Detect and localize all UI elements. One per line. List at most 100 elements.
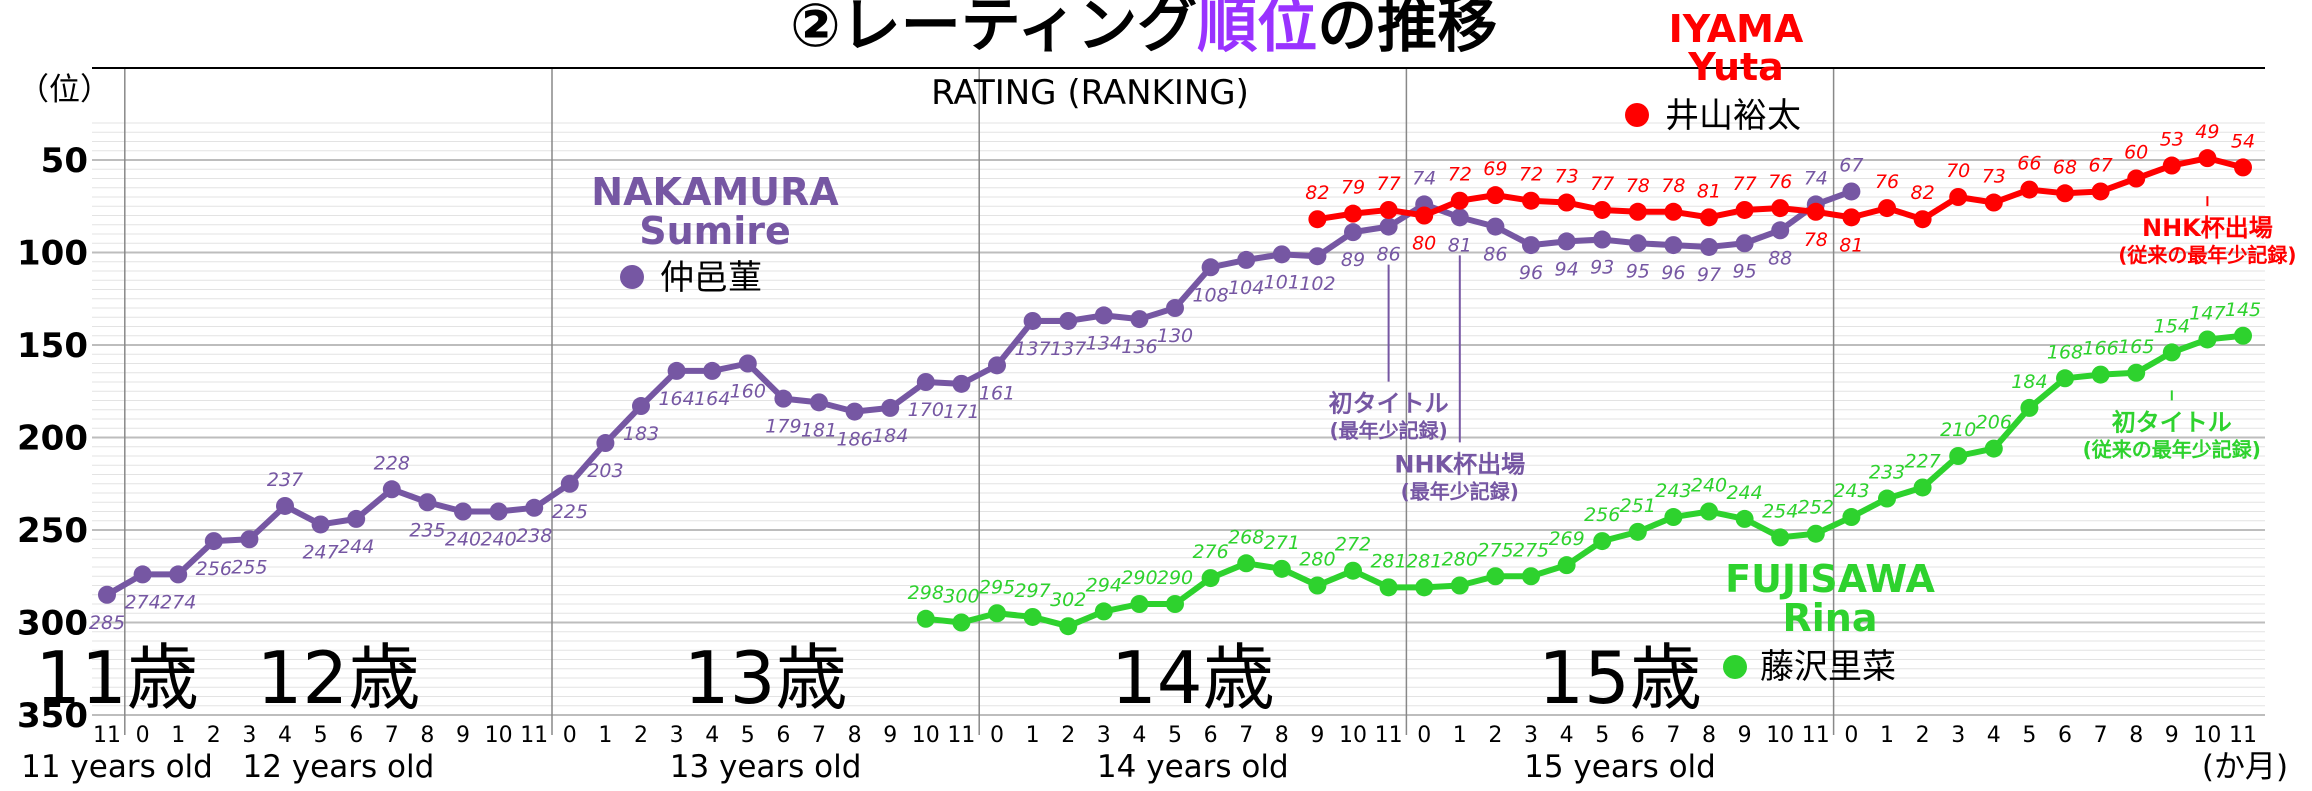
x-tick-label: 0 — [990, 723, 1004, 748]
x-tick-label: 8 — [2129, 723, 2143, 748]
data-label-nakamura: 88 — [1768, 247, 1792, 269]
data-point-fujisawa — [1913, 478, 1932, 497]
annotation-title: NHK杯出場 — [2142, 214, 2273, 242]
x-tick-label: 0 — [563, 723, 577, 748]
data-point-iyama — [1486, 186, 1505, 205]
data-label-fujisawa: 206 — [1976, 412, 2012, 434]
data-label-fujisawa: 297 — [1014, 580, 1050, 602]
data-label-fujisawa: 302 — [1050, 589, 1086, 611]
data-point-nakamura — [845, 402, 864, 421]
data-label-nakamura: 137 — [1014, 338, 1050, 360]
data-point-fujisawa — [1628, 522, 1647, 541]
data-label-nakamura: 74 — [1412, 167, 1436, 189]
x-axis-month-ticks: 11 0 1 2 3 4 5 6 7 8 9 10 11 0 1 2 3 4 5 6 7 8 9 10 11 0 1 2 3 4 5 6 7 8 9… — [93, 723, 2257, 748]
data-point-nakamura — [988, 356, 1006, 375]
data-point-nakamura — [1379, 217, 1398, 236]
annotation-note: (従来の最年少記録) — [2083, 437, 2261, 461]
data-point-fujisawa — [1201, 569, 1220, 588]
data-label-iyama: 78 — [1626, 175, 1650, 197]
chart-title: ②レーティング順位の推移 — [790, 0, 1497, 61]
data-point-fujisawa — [1878, 489, 1896, 508]
annotation-title: 初タイトル — [2112, 408, 2232, 436]
data-point-iyama — [2091, 182, 2110, 201]
data-point-nakamura — [1522, 236, 1540, 255]
x-tick-label: 5 — [2022, 723, 2036, 748]
data-point-iyama — [1984, 193, 2003, 212]
data-point-nakamura — [1023, 311, 1042, 330]
data-label-iyama: 76 — [1875, 171, 1899, 193]
data-label-nakamura: 93 — [1590, 257, 1614, 279]
data-label-fujisawa: 251 — [1620, 495, 1656, 517]
data-point-iyama — [1806, 202, 1825, 221]
data-label-nakamura: 89 — [1341, 249, 1365, 271]
data-point-fujisawa — [2020, 398, 2039, 417]
data-label-fujisawa: 154 — [2154, 315, 2190, 337]
data-label-iyama: 77 — [1377, 173, 1401, 195]
data-label-fujisawa: 281 — [1406, 550, 1442, 572]
year-dividers — [124, 68, 1835, 735]
data-label-nakamura: 161 — [979, 382, 1015, 404]
x-tick-label: 4 — [1132, 723, 1146, 748]
data-point-fujisawa — [2198, 330, 2217, 349]
data-label-nakamura: 97 — [1697, 264, 1721, 286]
data-label-nakamura: 244 — [338, 536, 374, 558]
data-point-fujisawa — [1308, 576, 1327, 595]
x-tick-label: 8 — [1702, 723, 1716, 748]
data-point-nakamura — [418, 493, 437, 512]
data-label-iyama: 76 — [1768, 171, 1792, 193]
data-point-fujisawa — [1272, 559, 1291, 578]
x-tick-label: 2 — [207, 723, 221, 748]
data-label-iyama: 69 — [1483, 158, 1507, 180]
age-label: 13歳 — [684, 636, 848, 720]
y-axis-ticks: 50 100 150 200 250 300 350 — [17, 141, 88, 736]
data-label-nakamura: 137 — [1050, 338, 1086, 360]
data-point-nakamura — [1486, 217, 1505, 236]
data-label-nakamura: 285 — [89, 612, 125, 634]
data-point-nakamura — [632, 397, 650, 416]
data-point-fujisawa — [1415, 578, 1434, 597]
data-point-fujisawa — [1700, 502, 1718, 521]
data-label-nakamura: 274 — [160, 591, 196, 613]
x-tick-label: 11 — [1802, 723, 1830, 748]
data-point-nakamura — [774, 389, 793, 408]
data-point-iyama — [1878, 199, 1896, 218]
data-label-nakamura: 86 — [1377, 244, 1401, 266]
data-point-nakamura — [1094, 306, 1113, 325]
data-label-nakamura: 228 — [374, 452, 410, 474]
x-tick-label: 8 — [1275, 723, 1289, 748]
data-label-fujisawa: 256 — [1584, 504, 1620, 526]
data-point-fujisawa — [1237, 554, 1256, 573]
data-point-iyama — [1771, 199, 1790, 218]
data-label-nakamura: 160 — [730, 381, 766, 403]
data-label-nakamura: 74 — [1804, 167, 1828, 189]
data-point-fujisawa — [1379, 578, 1398, 597]
data-point-fujisawa — [1450, 576, 1469, 595]
data-label-fujisawa: 290 — [1157, 567, 1193, 589]
x-unit-label: (か月) — [2202, 749, 2288, 785]
y-tick-label: 250 — [17, 511, 88, 551]
data-label-fujisawa: 295 — [979, 576, 1015, 598]
data-point-fujisawa — [2127, 363, 2146, 382]
x-tick-label: 1 — [1026, 723, 1040, 748]
data-label-nakamura: 134 — [1086, 332, 1122, 354]
x-tick-label: 2 — [1916, 723, 1930, 748]
data-label-fujisawa: 166 — [2082, 338, 2118, 360]
x-tick-label: 3 — [1524, 723, 1538, 748]
x-tick-label: 5 — [1168, 723, 1182, 748]
data-label-fujisawa: 290 — [1121, 567, 1157, 589]
x-tick-label: 10 — [485, 723, 513, 748]
data-point-iyama — [1308, 210, 1327, 229]
data-label-fujisawa: 165 — [2118, 336, 2154, 358]
data-label-nakamura: 164 — [658, 388, 694, 410]
data-point-nakamura — [1771, 221, 1790, 240]
age-label: 12歳 — [257, 636, 421, 720]
annotation-note: (最年少記録) — [1329, 419, 1447, 443]
data-point-nakamura — [1272, 245, 1291, 264]
data-point-fujisawa — [1949, 447, 1968, 465]
year-label: 11 years old — [21, 749, 213, 785]
data-label-fujisawa: 233 — [1869, 462, 1905, 484]
data-label-fujisawa: 168 — [2047, 341, 2083, 363]
data-label-nakamura: 171 — [943, 401, 979, 423]
data-label-fujisawa: 300 — [943, 586, 979, 608]
